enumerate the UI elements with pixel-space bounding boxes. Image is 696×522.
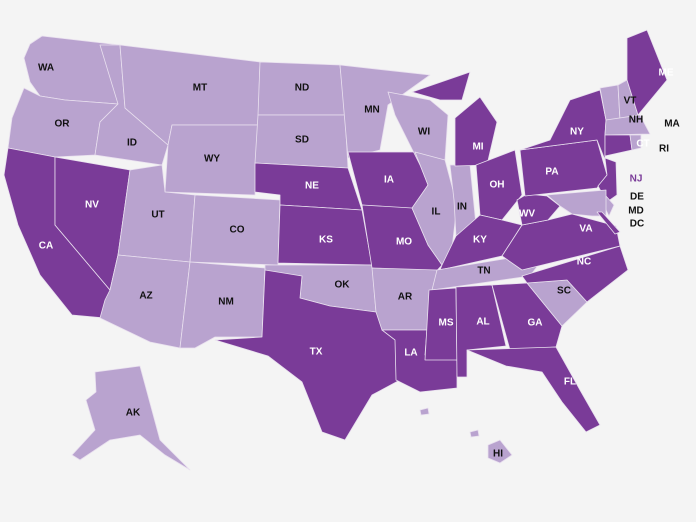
state-mn[interactable] [339,64,431,159]
state-shape[interactable] [454,96,498,167]
state-shape[interactable] [475,149,523,221]
state-label: MI [472,142,483,153]
state-shape[interactable] [164,124,259,196]
state-label: DC [630,219,644,230]
state-label: ID [127,138,137,149]
state-label: TN [477,266,490,277]
state-wy[interactable] [164,124,259,196]
state-label: MT [193,83,207,94]
state-shape[interactable] [419,407,430,416]
state-label: OR [55,119,71,130]
state-label: AZ [139,291,152,302]
state-label: UT [151,210,164,221]
state-label: SC [557,286,571,297]
state-md[interactable] [546,189,607,217]
state-label: NJ [630,174,643,185]
state-label: WV [519,209,535,220]
state-label: MO [396,237,412,248]
state-label: AR [398,292,413,303]
state-label: LA [404,348,417,359]
state-ct[interactable] [604,134,633,157]
state-label: VA [579,224,592,235]
state-shape[interactable] [487,439,513,464]
state-shape[interactable] [629,134,642,151]
state-label: FL [564,377,576,388]
state-shape[interactable] [411,71,471,101]
state-label: MS [439,318,454,329]
state-shape[interactable] [71,365,191,471]
state-shape[interactable] [604,114,651,136]
state-label: KY [473,235,487,246]
state-shape[interactable] [596,211,621,235]
state-shape[interactable] [466,346,601,433]
state-shape[interactable] [626,29,668,116]
state-label: WA [38,63,54,74]
state-label: IN [457,202,467,213]
state-label: NE [305,181,319,192]
state-label: GA [528,318,543,329]
state-label: NC [577,257,591,268]
state-me[interactable] [626,29,668,116]
state-label: CO [230,225,245,236]
state-label: VT [624,96,637,107]
state-mi[interactable] [411,71,498,167]
state-label: ND [295,83,309,94]
state-label: IL [432,207,441,218]
state-label: WY [204,154,220,165]
state-label: KS [319,235,333,246]
state-label: MD [628,206,644,217]
state-label: OK [335,280,351,291]
state-label: WI [418,127,430,138]
state-label: TX [310,347,323,358]
state-shape[interactable] [491,282,563,351]
state-label: NM [218,297,234,308]
state-ri[interactable] [629,134,642,151]
state-hi[interactable] [419,407,513,464]
state-label: AK [126,408,141,419]
state-label: RI [659,144,669,155]
state-fl[interactable] [466,346,601,433]
state-shape[interactable] [546,189,607,217]
state-shape[interactable] [469,429,480,438]
state-label: HI [493,449,503,460]
state-shape[interactable] [214,269,401,441]
state-label: ME [659,68,674,79]
state-oh[interactable] [475,149,523,221]
state-label: CA [39,241,53,252]
state-label: IA [384,175,394,186]
state-label: SD [295,135,309,146]
state-shape[interactable] [339,64,431,159]
state-ak[interactable] [71,365,191,471]
state-label: AL [476,317,489,328]
state-label: CT [636,139,649,150]
state-dc[interactable] [596,211,621,235]
state-ga[interactable] [491,282,563,351]
state-tx[interactable] [214,269,401,441]
state-label: DE [630,192,644,203]
state-label: OH [490,180,505,191]
state-ma[interactable] [604,114,651,136]
state-shape[interactable] [604,134,633,157]
state-label: NY [570,127,584,138]
state-label: PA [545,167,558,178]
state-label: NV [85,200,99,211]
state-label: MA [664,119,680,130]
state-label: MN [364,105,380,116]
state-label: NH [629,115,643,126]
